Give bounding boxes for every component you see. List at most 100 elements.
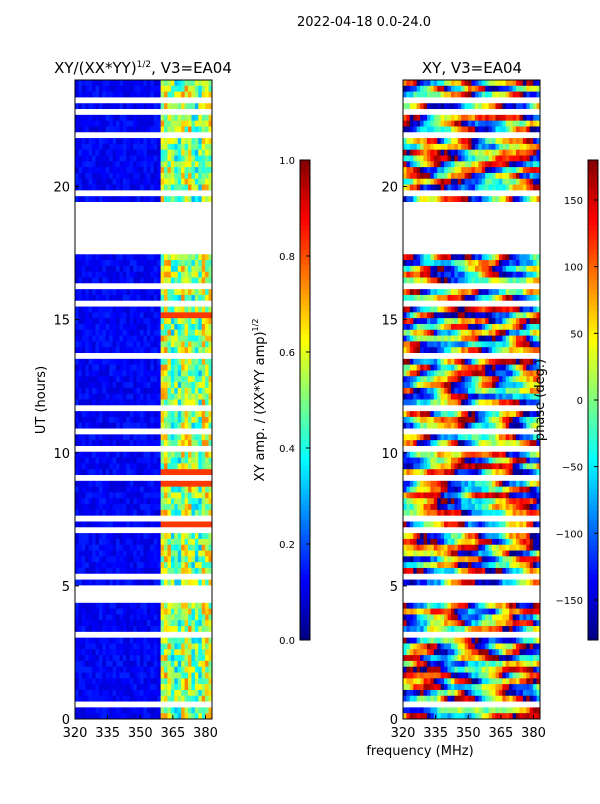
amplitude-cell	[75, 254, 79, 260]
amplitude-cell	[157, 527, 161, 533]
amplitude-cell	[202, 359, 206, 365]
amplitude-cell	[133, 359, 137, 365]
amplitude-cell	[133, 673, 137, 679]
phase-cell	[430, 144, 434, 150]
amplitude-cell	[137, 487, 141, 493]
amplitude-cell	[150, 551, 154, 557]
amplitude-cell	[181, 370, 185, 376]
amplitude-cell	[150, 109, 154, 115]
colorbar-segment	[300, 540, 310, 546]
colorbar-tick-label: 0.6	[279, 348, 295, 359]
amplitude-cell	[140, 295, 144, 301]
amplitude-cell	[174, 469, 178, 475]
amplitude-cell	[85, 678, 89, 684]
amplitude-cell	[140, 272, 144, 278]
amplitude-cell	[157, 126, 161, 132]
amplitude-cell	[113, 539, 117, 545]
amplitude-cell	[123, 585, 127, 591]
amplitude-cell	[89, 266, 93, 272]
amplitude-cell	[195, 516, 199, 522]
amplitude-cell	[85, 231, 89, 237]
amplitude-cell	[157, 237, 161, 243]
amplitude-cell	[126, 132, 130, 138]
amplitude-cell	[102, 585, 106, 591]
amplitude-cell	[133, 283, 137, 289]
amplitude-cell	[178, 196, 182, 202]
phase-cell	[502, 138, 506, 144]
phase-cell	[410, 138, 414, 144]
colorbar-segment	[300, 265, 310, 271]
amplitude-cell	[99, 86, 103, 92]
amplitude-cell	[191, 214, 195, 220]
phase-cell	[437, 144, 441, 150]
amplitude-cell	[116, 597, 120, 603]
amplitude-cell	[116, 463, 120, 469]
amplitude-cell	[109, 219, 113, 225]
amplitude-cell	[75, 382, 79, 388]
amplitude-cell	[140, 266, 144, 272]
phase-cell	[482, 97, 486, 103]
amplitude-cell	[99, 161, 103, 167]
phase-cell	[478, 121, 482, 127]
phase-cell	[458, 97, 462, 103]
amplitude-cell	[120, 92, 124, 98]
amplitude-cell	[137, 585, 141, 591]
amplitude-cell	[123, 382, 127, 388]
amplitude-cell	[85, 510, 89, 516]
amplitude-cell	[99, 126, 103, 132]
amplitude-cell	[92, 312, 96, 318]
amplitude-cell	[106, 126, 110, 132]
amplitude-cell	[92, 475, 96, 481]
amplitude-cell	[85, 620, 89, 626]
amplitude-cell	[161, 417, 165, 423]
amplitude-cell	[133, 347, 137, 353]
amplitude-cell	[202, 405, 206, 411]
amplitude-cell	[144, 667, 148, 673]
amplitude-cell	[161, 562, 165, 568]
amplitude-cell	[154, 458, 158, 464]
amplitude-cell	[109, 405, 113, 411]
amplitude-cell	[123, 504, 127, 510]
amplitude-cell	[113, 103, 117, 109]
phase-cell	[465, 92, 469, 98]
amplitude-cell	[78, 585, 82, 591]
amplitude-cell	[137, 394, 141, 400]
phase-cell	[533, 115, 537, 121]
amplitude-cell	[181, 103, 185, 109]
amplitude-cell	[164, 429, 168, 435]
colorbar-segment	[300, 620, 310, 626]
amplitude-cell	[116, 324, 120, 330]
amplitude-cell	[120, 556, 124, 562]
amplitude-cell	[191, 103, 195, 109]
amplitude-cell	[205, 707, 209, 713]
amplitude-cell	[75, 167, 79, 173]
amplitude-cell	[161, 266, 165, 272]
amplitude-cell	[99, 109, 103, 115]
amplitude-cell	[195, 289, 199, 295]
amplitude-cell	[137, 86, 141, 92]
amplitude-cell	[154, 144, 158, 150]
amplitude-cell	[144, 620, 148, 626]
phase-cell	[430, 80, 434, 86]
amplitude-cell	[137, 214, 141, 220]
amplitude-cell	[147, 179, 151, 185]
amplitude-cell	[195, 121, 199, 127]
phase-cell	[444, 109, 448, 115]
amplitude-cell	[126, 463, 130, 469]
amplitude-cell	[130, 463, 134, 469]
amplitude-cell	[92, 527, 96, 533]
amplitude-cell	[198, 463, 202, 469]
amplitude-cell	[202, 655, 206, 661]
phase-cell	[478, 126, 482, 132]
amplitude-cell	[109, 580, 113, 586]
amplitude-cell	[89, 696, 93, 702]
amplitude-cell	[78, 156, 82, 162]
amplitude-cell	[178, 440, 182, 446]
amplitude-cell	[167, 527, 171, 533]
amplitude-cell	[154, 533, 158, 539]
phase-cell	[530, 121, 534, 127]
amplitude-cell	[164, 126, 168, 132]
amplitude-cell	[140, 196, 144, 202]
amplitude-cell	[167, 707, 171, 713]
amplitude-cell	[167, 400, 171, 406]
